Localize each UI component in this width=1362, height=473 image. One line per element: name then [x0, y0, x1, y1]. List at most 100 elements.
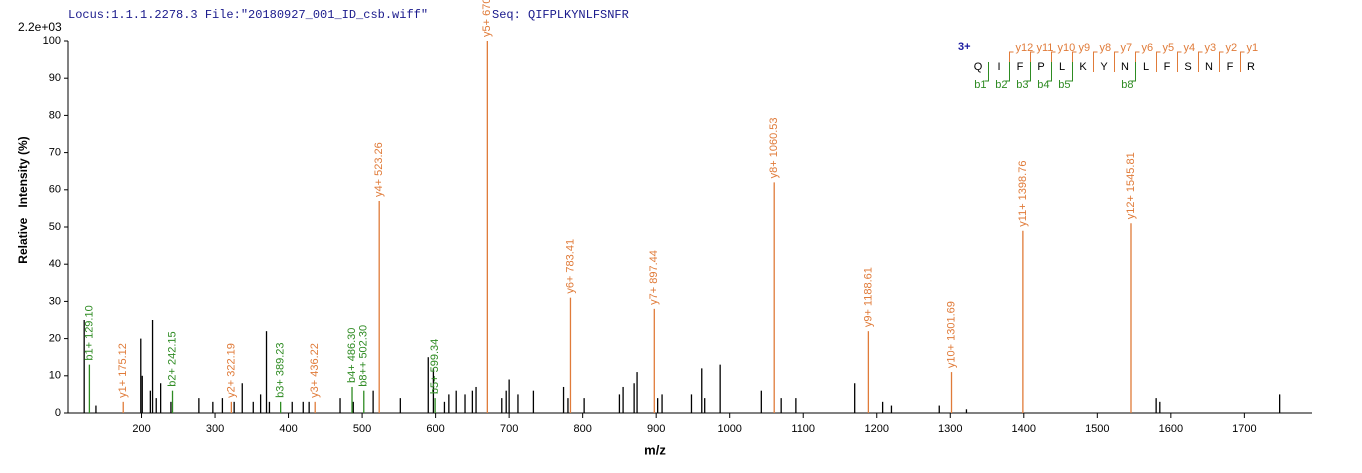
y-tick-label: 20: [49, 333, 61, 345]
b-bracket: [1131, 62, 1136, 82]
y-tick-label: 50: [49, 221, 61, 233]
y-ion: y11: [1037, 42, 1054, 54]
y-bracket: [1114, 51, 1119, 72]
y-bracket: [1198, 51, 1203, 72]
y-tick-label: 0: [55, 407, 61, 419]
residue: L: [1143, 61, 1149, 73]
peak-label: y8+ 1060.53: [768, 117, 780, 178]
peak-label: b2+ 242.15: [166, 331, 178, 386]
y-tick-label: 10: [49, 370, 61, 382]
b-bracket: [1068, 62, 1073, 82]
y-tick-label: 70: [49, 147, 61, 159]
peak-label: y10+ 1301.69: [945, 301, 957, 368]
y-bracket: [1240, 51, 1245, 72]
y-ion: y1: [1247, 42, 1259, 54]
y-ion: y12: [1016, 42, 1034, 54]
y-ion: y2: [1226, 42, 1238, 54]
residue: R: [1247, 61, 1255, 73]
y-bracket: [1051, 51, 1056, 72]
b-ion: b4: [1037, 79, 1049, 91]
x-axis-label: m/z: [644, 442, 666, 457]
peak-label: b5+ 599.34: [429, 339, 441, 394]
peak-label: y12+ 1545.81: [1125, 152, 1137, 219]
b-bracket: [984, 62, 989, 82]
y-ion: y7: [1121, 42, 1133, 54]
peak-label: b4+ 486.30: [346, 328, 358, 383]
residue: N: [1205, 61, 1213, 73]
peak-label: b8++ 502.30: [358, 325, 370, 387]
y-bracket: [1177, 51, 1182, 72]
y-ion: y5: [1163, 42, 1175, 54]
y-tick-label: 90: [49, 72, 61, 84]
residue: Y: [1100, 61, 1108, 73]
b-ion: b3: [1016, 79, 1028, 91]
x-tick-label: 1400: [1012, 423, 1036, 435]
x-tick-label: 1500: [1085, 423, 1109, 435]
b-ion: b2: [995, 79, 1007, 91]
sequence-title: Seq: QIFPLKYNLFSNFR: [492, 8, 629, 22]
residue: F: [1164, 61, 1171, 73]
y-ion: y8: [1100, 42, 1112, 54]
y-bracket: [1072, 51, 1077, 72]
y-bracket: [1093, 51, 1098, 72]
x-tick-label: 1300: [938, 423, 962, 435]
x-tick-label: 1600: [1159, 423, 1183, 435]
residue: F: [1017, 61, 1024, 73]
residue: F: [1227, 61, 1234, 73]
charge: 3+: [958, 41, 971, 53]
peak-label: y4+ 523.26: [373, 142, 385, 197]
y-bracket: [1219, 51, 1224, 72]
y-tick-label: 80: [49, 109, 61, 121]
y-ion: y6: [1142, 42, 1154, 54]
y-ion: y4: [1184, 42, 1196, 54]
b-bracket: [1026, 62, 1031, 82]
y-bracket: [1135, 51, 1140, 72]
y-tick-label: 30: [49, 295, 61, 307]
x-tick-label: 1700: [1232, 423, 1256, 435]
y-axis-label: Relative Intensity (%): [16, 136, 30, 263]
residue: L: [1059, 61, 1065, 73]
b-ion: b1: [974, 79, 986, 91]
peak-label: y1+ 175.12: [117, 343, 129, 398]
y-ion: y3: [1205, 42, 1217, 54]
b-ion: b8: [1121, 79, 1133, 91]
y-ion: y10: [1058, 42, 1076, 54]
scale-label: 2.2e+03: [18, 20, 62, 34]
header: Locus:1.1.1.2278.3 File:"20180927_001_ID…: [68, 8, 428, 22]
residue: P: [1037, 61, 1044, 73]
b-ion: b5: [1058, 79, 1070, 91]
x-tick-label: 600: [426, 423, 444, 435]
peak-label: y9+ 1188.61: [862, 267, 874, 327]
x-tick-label: 1200: [865, 423, 889, 435]
residue: Q: [974, 61, 983, 73]
y-bracket: [1030, 51, 1035, 72]
x-tick-label: 1000: [717, 423, 741, 435]
y-bracket: [1156, 51, 1161, 72]
peak-label: b1+ 129.10: [83, 305, 95, 360]
y-tick-label: 40: [49, 258, 61, 270]
residue: K: [1079, 61, 1087, 73]
residue: I: [997, 61, 1000, 73]
x-tick-label: 300: [206, 423, 224, 435]
x-tick-label: 200: [132, 423, 150, 435]
y-tick-label: 100: [43, 35, 61, 47]
x-tick-label: 800: [573, 423, 591, 435]
x-tick-label: 900: [647, 423, 665, 435]
y-ion: y9: [1079, 42, 1091, 54]
x-tick-label: 700: [500, 423, 518, 435]
b-bracket: [1047, 62, 1052, 82]
peak-label: b3+ 389.23: [275, 342, 287, 397]
residue: S: [1184, 61, 1191, 73]
peak-label: y3+ 436.22: [309, 343, 321, 398]
x-tick-label: 1100: [791, 423, 815, 435]
peak-label: y5+ 670.3: [481, 0, 493, 37]
y-bracket: [1009, 51, 1014, 72]
peak-label: y2+ 322.19: [225, 343, 237, 398]
peak-label: y7+ 897.44: [648, 250, 660, 305]
y-tick-label: 60: [49, 184, 61, 196]
x-tick-label: 400: [279, 423, 297, 435]
x-tick-label: 500: [353, 423, 371, 435]
residue: N: [1121, 61, 1129, 73]
peak-label: y6+ 783.41: [564, 239, 576, 294]
